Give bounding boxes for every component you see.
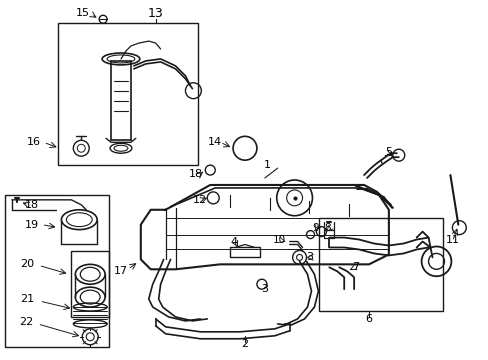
Text: 1: 1	[264, 160, 271, 170]
Text: 16: 16	[26, 137, 41, 147]
Text: 19: 19	[24, 220, 39, 230]
Text: 3: 3	[305, 252, 312, 262]
Bar	[59, 23, 198, 165]
Text: 18: 18	[24, 200, 39, 210]
Text: 21: 21	[20, 294, 34, 304]
Text: 5: 5	[385, 147, 391, 157]
Text: 17: 17	[114, 266, 128, 276]
Text: 9: 9	[311, 222, 318, 233]
Text: 2: 2	[241, 339, 248, 349]
Text: 7: 7	[352, 262, 359, 272]
Text: 10: 10	[273, 234, 285, 244]
Text: 14: 14	[208, 137, 222, 147]
Text: 12: 12	[193, 195, 207, 205]
Bar	[230, 247, 259, 257]
Text: 13: 13	[147, 7, 163, 20]
Text: 18: 18	[189, 169, 203, 179]
Text: 3: 3	[261, 284, 268, 294]
Text: 6: 6	[365, 314, 372, 324]
Text: 11: 11	[445, 234, 458, 244]
Bar	[71, 251, 109, 317]
Bar	[319, 218, 443, 311]
Text: 8: 8	[324, 222, 330, 233]
Text: 4: 4	[230, 237, 237, 247]
Text: 15: 15	[76, 8, 90, 18]
Bar	[5, 195, 109, 347]
Text: 20: 20	[20, 259, 34, 269]
Text: 22: 22	[20, 317, 34, 327]
